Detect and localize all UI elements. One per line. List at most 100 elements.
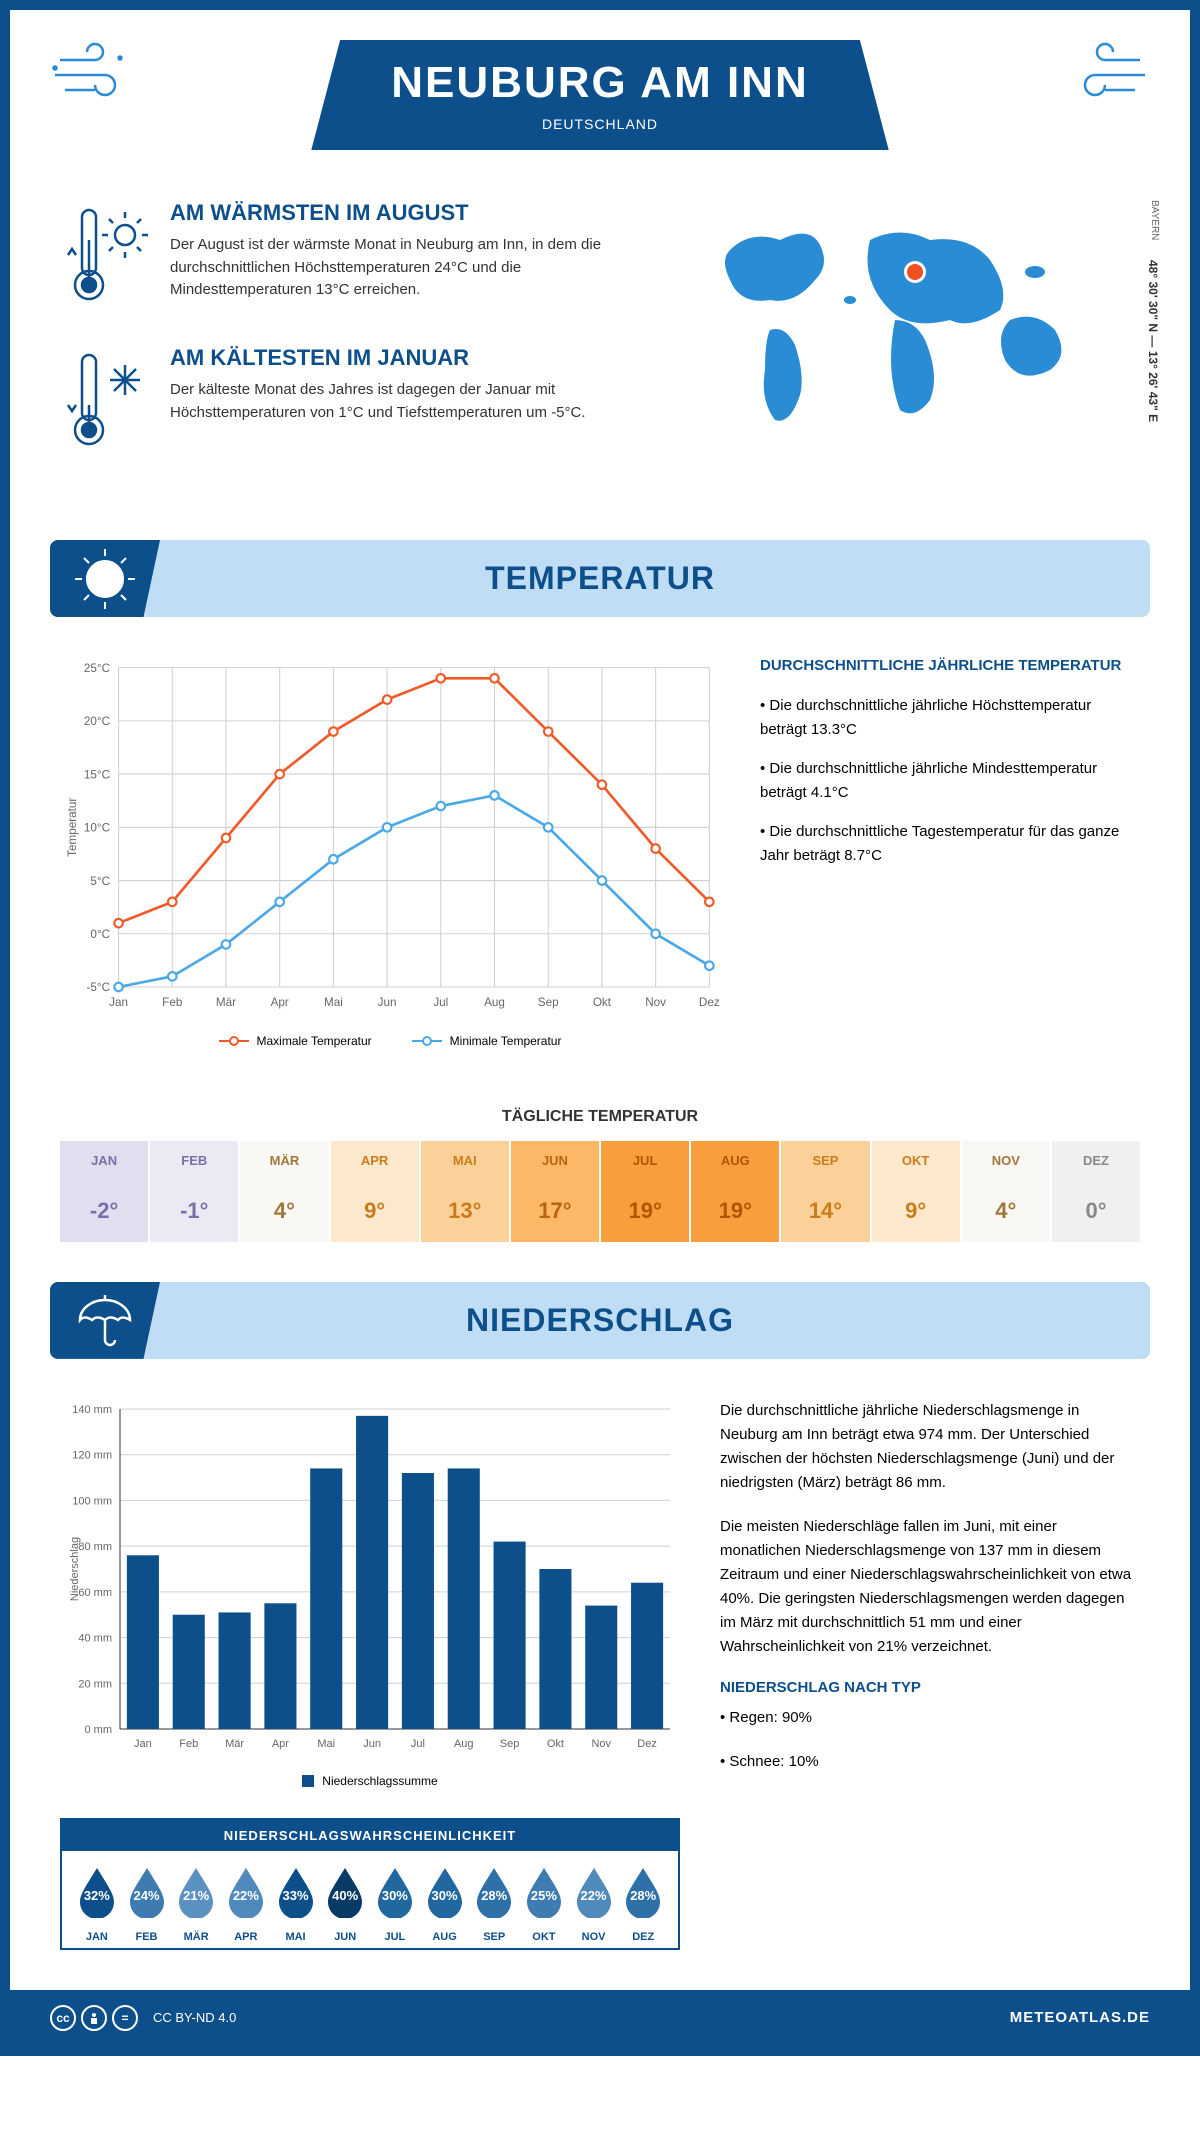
svg-text:Jun: Jun [363, 1738, 381, 1750]
fact-text: AM KÄLTESTEN IM JANUAR Der kälteste Mona… [170, 345, 660, 460]
precip-p: Die durchschnittliche jährliche Niedersc… [720, 1399, 1140, 1495]
infographic-container: NEUBURG AM INN DEUTSCHLAND AM WÄRMSTEN I… [0, 0, 1200, 2056]
footer-site: METEOATLAS.DE [1010, 2009, 1150, 2026]
precip-section: 0 mm20 mm40 mm60 mm80 mm100 mm120 mm140 … [10, 1359, 1190, 1990]
svg-text:Sep: Sep [538, 996, 559, 1009]
daily-cell: NOV 4° [960, 1141, 1050, 1242]
country-subtitle: DEUTSCHLAND [391, 116, 808, 132]
fact-body: Der August ist der wärmste Monat in Neub… [170, 234, 660, 302]
svg-text:Feb: Feb [162, 996, 183, 1009]
svg-text:Mär: Mär [216, 996, 236, 1009]
prob-row: 32% JAN 24% FEB 21% MÄR 22% [62, 1851, 678, 1948]
facts-column: AM WÄRMSTEN IM AUGUST Der August ist der… [60, 200, 660, 490]
daily-cell: FEB -1° [148, 1141, 238, 1242]
svg-text:Mai: Mai [317, 1738, 335, 1750]
cc-icon: cc [50, 2005, 76, 2031]
fact-title: AM KÄLTESTEN IM JANUAR [170, 345, 660, 371]
svg-text:0°C: 0°C [90, 928, 110, 941]
precip-legend: Niederschlagssumme [60, 1774, 680, 1788]
daily-cell: OKT 9° [870, 1141, 960, 1242]
precip-p: Die meisten Niederschläge fallen im Juni… [720, 1515, 1140, 1659]
prob-cell: 28% DEZ [618, 1866, 668, 1943]
temp-info-p: • Die durchschnittliche Tagestemperatur … [760, 820, 1140, 868]
daily-cell: SEP 14° [779, 1141, 869, 1242]
svg-text:140 mm: 140 mm [72, 1404, 112, 1416]
prob-cell: 30% JUL [370, 1866, 420, 1943]
warmest-fact: AM WÄRMSTEN IM AUGUST Der August ist der… [60, 200, 660, 315]
fact-title: AM WÄRMSTEN IM AUGUST [170, 200, 660, 226]
daily-cell: JUN 17° [509, 1141, 599, 1242]
svg-text:Apr: Apr [271, 996, 289, 1009]
legend-precip: Niederschlagssumme [302, 1774, 437, 1788]
header-banner: NEUBURG AM INN DEUTSCHLAND [311, 40, 888, 150]
daily-cell: AUG 19° [689, 1141, 779, 1242]
svg-text:Niederschlag: Niederschlag [69, 1537, 81, 1601]
drop-icon: 28% [618, 1866, 668, 1923]
svg-text:Dez: Dez [637, 1738, 657, 1750]
svg-text:20°C: 20°C [84, 715, 110, 728]
precip-type-title: NIEDERSCHLAG NACH TYP [720, 1679, 1140, 1696]
coldest-fact: AM KÄLTESTEN IM JANUAR Der kälteste Mona… [60, 345, 660, 460]
probability-box: NIEDERSCHLAGSWAHRSCHEINLICHKEIT 32% JAN … [60, 1818, 680, 1950]
svg-text:Mär: Mär [225, 1738, 244, 1750]
svg-text:80 mm: 80 mm [78, 1541, 112, 1553]
svg-text:60 mm: 60 mm [78, 1587, 112, 1599]
license-text: CC BY-ND 4.0 [153, 2010, 236, 2025]
svg-text:Feb: Feb [179, 1738, 198, 1750]
svg-text:Okt: Okt [593, 996, 612, 1009]
precip-type: • Regen: 90% [720, 1706, 1140, 1730]
svg-text:Jul: Jul [433, 996, 448, 1009]
prob-cell: 25% OKT [519, 1866, 569, 1943]
daily-temp-table: JAN -2° FEB -1° MÄR 4° APR 9° MAI 13° JU… [60, 1141, 1140, 1242]
precip-left: 0 mm20 mm40 mm60 mm80 mm100 mm120 mm140 … [60, 1399, 680, 1950]
footer: cc = CC BY-ND 4.0 METEOATLAS.DE [10, 1990, 1190, 2046]
temp-info-title: DURCHSCHNITTLICHE JÄHRLICHE TEMPERATUR [760, 657, 1140, 674]
drop-icon: 32% [72, 1866, 122, 1923]
temp-legend: Maximale Temperatur Minimale Temperatur [60, 1034, 720, 1048]
daily-cell: MAI 13° [419, 1141, 509, 1242]
fact-text: AM WÄRMSTEN IM AUGUST Der August ist der… [170, 200, 660, 315]
daily-cell: MÄR 4° [238, 1141, 328, 1242]
daily-cell: JAN -2° [60, 1141, 148, 1242]
temp-section: -5°C0°C5°C10°C15°C20°C25°CJanFebMärAprMa… [10, 617, 1190, 1088]
svg-text:20 mm: 20 mm [78, 1678, 112, 1690]
world-map: BAYERN 48° 30' 30" N — 13° 26' 43" E [700, 200, 1140, 490]
daily-cell: DEZ 0° [1050, 1141, 1140, 1242]
coordinates: 48° 30' 30" N — 13° 26' 43" E [1146, 260, 1160, 422]
wind-icon [50, 40, 150, 115]
svg-text:40 mm: 40 mm [78, 1632, 112, 1644]
thermometer-hot-icon [60, 200, 150, 315]
prob-cell: 33% MAI [271, 1866, 321, 1943]
svg-text:Aug: Aug [454, 1738, 474, 1750]
prob-cell: 40% JUN [320, 1866, 370, 1943]
prob-cell: 22% APR [221, 1866, 271, 1943]
precip-type: • Schnee: 10% [720, 1750, 1140, 1774]
drop-icon: 22% [569, 1866, 619, 1923]
svg-text:Temperatur: Temperatur [66, 798, 79, 857]
svg-text:Jul: Jul [411, 1738, 425, 1750]
prob-cell: 30% AUG [420, 1866, 470, 1943]
svg-text:-5°C: -5°C [87, 981, 111, 994]
svg-text:Okt: Okt [547, 1738, 564, 1750]
section-header-temp: TEMPERATUR [50, 540, 1150, 617]
svg-text:Apr: Apr [272, 1738, 289, 1750]
svg-text:Mai: Mai [324, 996, 343, 1009]
city-title: NEUBURG AM INN [391, 58, 808, 108]
umbrella-icon [50, 1282, 160, 1359]
svg-text:Sep: Sep [500, 1738, 520, 1750]
temp-line-chart: -5°C0°C5°C10°C15°C20°C25°CJanFebMärAprMa… [60, 657, 720, 1048]
fact-body: Der kälteste Monat des Jahres ist dagege… [170, 379, 660, 424]
svg-text:Jan: Jan [109, 996, 128, 1009]
drop-icon: 30% [420, 1866, 470, 1923]
cc-icons: cc = [50, 2005, 138, 2031]
temp-info: DURCHSCHNITTLICHE JÄHRLICHE TEMPERATUR •… [760, 657, 1140, 1048]
prob-cell: 22% NOV [569, 1866, 619, 1943]
legend-max: Maximale Temperatur [219, 1034, 372, 1048]
section-header-precip: NIEDERSCHLAG [50, 1282, 1150, 1359]
precip-text: Die durchschnittliche jährliche Niedersc… [720, 1399, 1140, 1950]
svg-text:Jun: Jun [378, 996, 397, 1009]
thermometer-cold-icon [60, 345, 150, 460]
region-label: BAYERN [1149, 200, 1160, 240]
svg-text:15°C: 15°C [84, 768, 110, 781]
drop-icon: 28% [469, 1866, 519, 1923]
